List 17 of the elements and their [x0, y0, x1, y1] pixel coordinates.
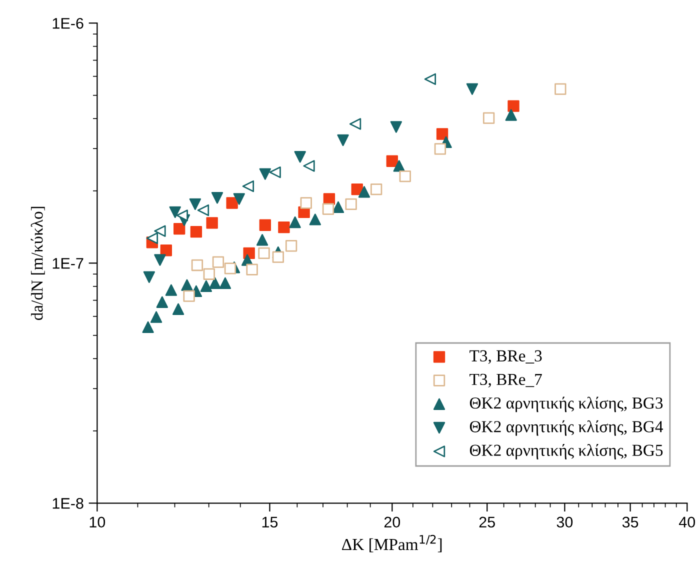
legend-label: ΘΚ2 αρνητικής κλίσης, BG3: [470, 396, 663, 412]
x-tick-label: 30: [556, 516, 573, 528]
legend-label: T3, BRe_7: [470, 374, 542, 388]
x-axis-title: ΔK [MPam$^{1/2}$]: [342, 534, 442, 552]
y-axis-title: da/dN [m/κύκλο]: [30, 206, 45, 320]
legend-label: ΘΚ2 αρνητικής κλίσης, BG5: [470, 444, 663, 460]
legend-label: ΘΚ2 αρνητικής κλίσης, BG4: [470, 420, 664, 436]
y-tick-label: 1E-7: [52, 258, 84, 269]
legend-label: T3, BRe_3: [470, 350, 542, 364]
x-tick-label: 20: [384, 516, 400, 528]
x-tick-label: 25: [479, 516, 495, 528]
y-tick-label: 1E-6: [52, 18, 84, 29]
x-tick-label: 10: [90, 516, 106, 528]
x-tick-label: 40: [678, 516, 696, 528]
x-tick-label: 15: [262, 516, 278, 528]
y-tick-label: 1E-8: [52, 498, 84, 509]
x-tick-label: 35: [622, 516, 638, 528]
